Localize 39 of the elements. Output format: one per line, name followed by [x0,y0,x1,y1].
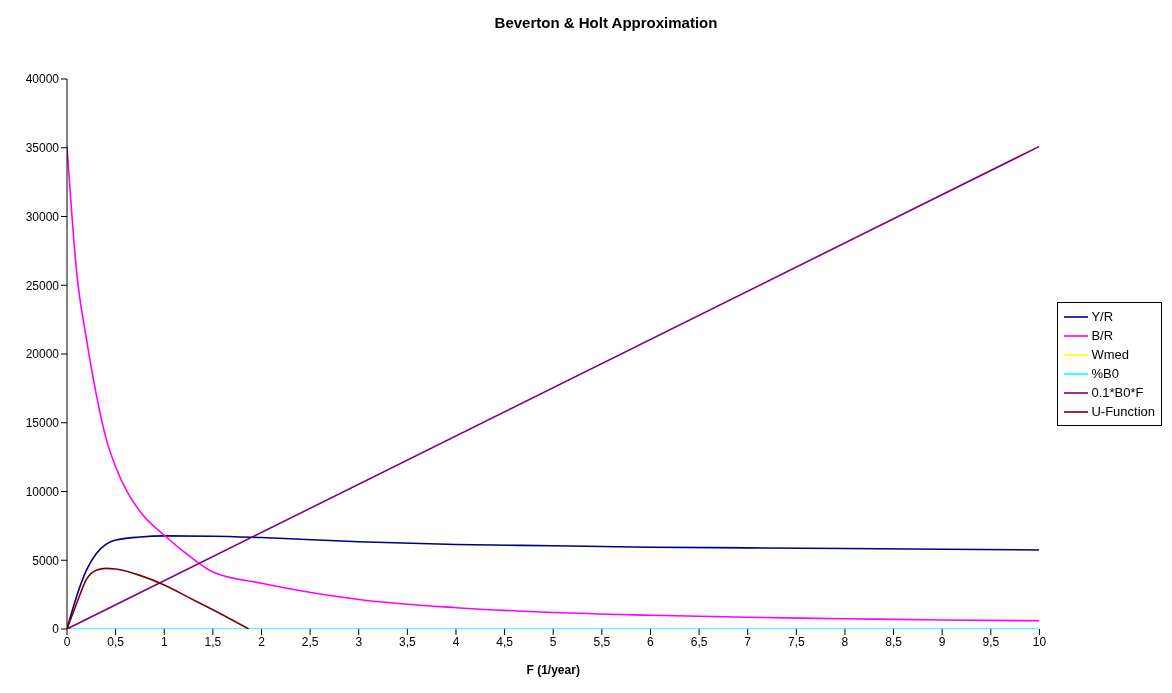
x-tick-label: 5,5 [593,634,611,649]
x-axis-title: F (1/year) [526,663,580,677]
x-tick-label: 2,5 [301,634,319,649]
x-tick-label: 4,5 [496,634,514,649]
x-tick-label: 6,5 [690,634,708,649]
x-tick-label: 9 [938,634,946,649]
y-tick-label: 25000 [25,278,60,293]
y-tick-label: 10000 [25,484,60,499]
y-tick-label: 20000 [25,347,60,362]
y-tick-label: 5000 [32,553,60,568]
x-tick-label: 3,5 [399,634,417,649]
x-tick-label: 4 [452,634,460,649]
x-tick-label: 1 [160,634,168,649]
legend-label: U-Function [1091,404,1155,419]
x-tick-label: 3 [355,634,363,649]
x-tick-label: 9,5 [982,634,1000,649]
x-tick-label: 0 [63,634,71,649]
x-tick-label: 7,5 [787,634,805,649]
x-tick-label: 8 [841,634,849,649]
legend-label: Y/R [1091,309,1114,324]
y-tick-label: 30000 [25,209,60,224]
x-tick-label: 7 [744,634,752,649]
x-tick-label: 0,5 [107,634,125,649]
legend-label: Wmed [1091,347,1129,362]
line-series [67,567,250,629]
y-tick-label: 0 [52,622,60,637]
x-tick-label: 8,5 [885,634,903,649]
y-tick-label: 40000 [25,72,60,87]
x-tick-label: 2 [258,634,266,649]
legend-label: B/R [1091,328,1114,343]
x-tick-label: 10 [1032,634,1047,649]
y-tick-label: 35000 [25,141,60,156]
chart-title: Beverton & Holt Approximation [493,13,719,33]
x-tick-label: 5 [549,634,557,649]
legend-label: 0.1*B0*F [1091,385,1144,400]
x-tick-label: 6 [647,634,655,649]
legend-label: %B0 [1091,366,1119,381]
x-tick-label: 1,5 [204,634,222,649]
y-tick-label: 15000 [25,416,60,431]
